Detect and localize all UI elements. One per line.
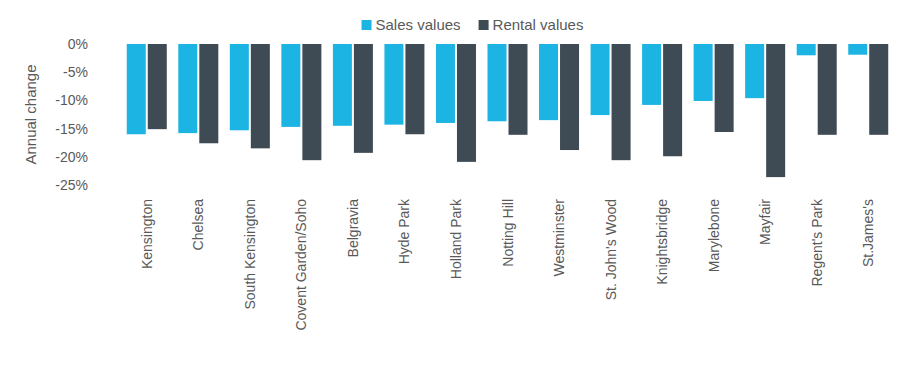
legend-label: Rental values <box>493 16 584 33</box>
bar <box>436 44 455 123</box>
y-axis-title: Annual change <box>22 64 39 164</box>
bar <box>766 44 785 177</box>
y-tick-label: -5% <box>63 64 88 80</box>
y-tick <box>90 44 92 45</box>
bar <box>539 44 558 120</box>
y-tick <box>90 156 92 157</box>
x-tick-label: Notting Hill <box>500 199 516 267</box>
x-tick-label: Mayfair <box>757 199 773 245</box>
bar <box>591 44 610 115</box>
bar <box>745 44 764 98</box>
x-tick-label: South Kensington <box>242 199 258 310</box>
bar <box>384 44 403 125</box>
bar <box>715 44 734 132</box>
chart-container: 0% -5% -10% -15% -20% -25% Annual change Kensin… <box>0 0 900 366</box>
y-axis: 0% -5% -10% -15% -20% -25% <box>55 36 92 193</box>
bars <box>127 44 888 177</box>
x-tick-label: Hyde Park <box>396 198 412 264</box>
chart-svg: 0% -5% -10% -15% -20% -25% Annual change Kensin… <box>0 0 900 366</box>
legend-label: Sales values <box>376 16 461 33</box>
x-tick-label: Holland Park <box>448 198 464 279</box>
legend-swatch <box>362 20 372 30</box>
bar <box>281 44 300 127</box>
x-tick-label: Kensington <box>139 199 155 269</box>
bar <box>642 44 661 105</box>
x-tick-label: Covent Garden/Soho <box>293 199 309 331</box>
bar <box>230 44 249 130</box>
bar <box>354 44 373 153</box>
y-tick-label: -15% <box>55 121 88 137</box>
y-tick-label: -20% <box>55 149 88 165</box>
bar <box>560 44 579 150</box>
x-tick-label: Regent's Park <box>809 198 825 286</box>
legend: Sales values Rental values <box>362 16 584 33</box>
bar <box>509 44 528 135</box>
bar <box>457 44 476 162</box>
bar <box>612 44 631 160</box>
bar <box>148 44 167 129</box>
bar <box>818 44 837 135</box>
x-axis: Kensington Chelsea South Kensington Covent … <box>139 198 876 331</box>
x-tick-label: Marylebone <box>706 199 722 272</box>
bar <box>797 44 816 55</box>
bar <box>199 44 218 143</box>
bar <box>405 44 424 134</box>
bar <box>302 44 321 160</box>
bar <box>333 44 352 126</box>
bar <box>488 44 507 121</box>
x-tick-label: St. John's Wood <box>603 199 619 300</box>
x-tick-label: St.James's <box>860 199 876 267</box>
y-tick-label: 0% <box>68 36 88 52</box>
legend-swatch <box>479 20 489 30</box>
y-tick <box>90 72 92 73</box>
y-tick-label: -25% <box>55 177 88 193</box>
bar <box>663 44 682 156</box>
x-tick-label: Westminster <box>551 199 567 277</box>
x-tick-label: Belgravia <box>345 199 361 258</box>
y-tick <box>90 128 92 129</box>
x-tick-label: Knightsbridge <box>654 199 670 285</box>
bar <box>694 44 713 101</box>
x-tick-label: Chelsea <box>190 199 206 251</box>
bar <box>869 44 888 135</box>
bar <box>178 44 197 133</box>
y-tick <box>90 185 92 186</box>
y-tick-label: -10% <box>55 92 88 108</box>
y-tick <box>90 100 92 101</box>
bar <box>251 44 270 148</box>
bar <box>127 44 146 134</box>
bar <box>848 44 867 55</box>
